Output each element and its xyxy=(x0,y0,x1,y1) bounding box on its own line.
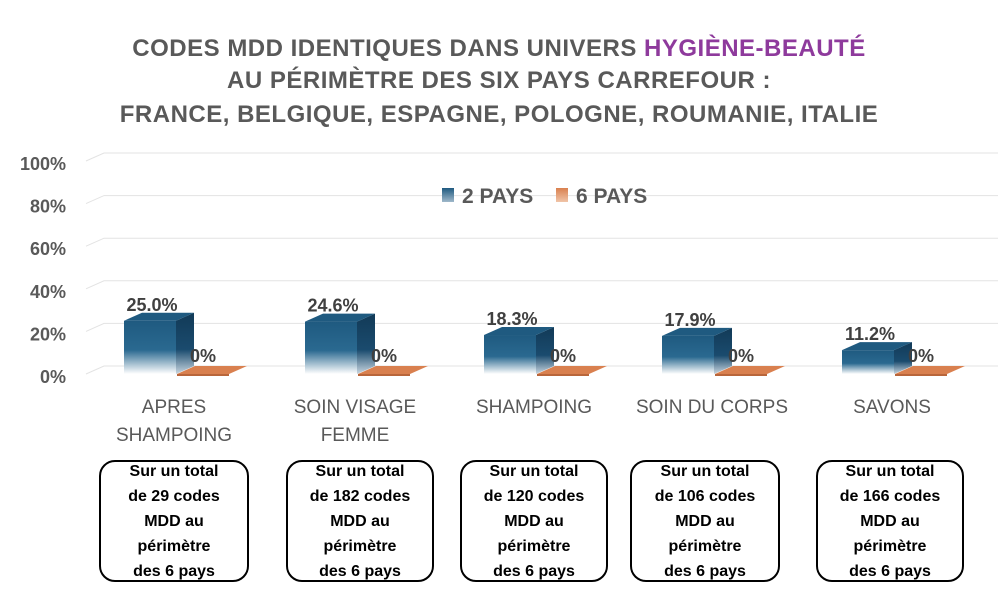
legend-label-2-pays: 2 PAYS xyxy=(462,185,533,208)
title-text: CODES MDD IDENTIQUES DANS UNIVERS xyxy=(132,35,644,62)
title-highlight: HYGIÈNE-BEAUTÉ xyxy=(644,34,866,62)
category-label: SOIN VISAGE FEMME xyxy=(294,397,416,446)
chart-title-line-1: CODES MDD IDENTIQUES DANS UNIVERS HYGIÈN… xyxy=(132,34,865,62)
value-label-6-pays: 0% xyxy=(550,346,576,366)
note-box: Sur un total de 106 codes MDD au périmètre d… xyxy=(630,460,780,582)
bar-6-pays xyxy=(358,366,428,376)
category-label: APRES SHAMPOING xyxy=(116,397,232,446)
note-text: Sur un total de 166 codes MDD au périmètre d… xyxy=(839,462,941,580)
bar-2-pays xyxy=(842,342,912,374)
note-box: Sur un total de 29 codes MDD au périmètre de… xyxy=(99,460,249,582)
y-tick-label: 40% xyxy=(30,282,66,302)
y-tick-label: 20% xyxy=(30,324,66,344)
note-text: Sur un total de 29 codes MDD au périmètre de… xyxy=(128,462,220,580)
gridline xyxy=(85,322,998,332)
y-tick-label: 60% xyxy=(30,239,66,259)
category-label: SHAMPOING xyxy=(476,397,592,418)
bar-6-pays xyxy=(895,366,965,376)
legend-label-6-pays: 6 PAYS xyxy=(576,185,647,208)
gridline xyxy=(85,195,998,205)
value-label-2-pays: 11.2% xyxy=(845,324,895,344)
note-text: Sur un total de 120 codes MDD au périmètre d… xyxy=(483,462,585,580)
value-label-2-pays: 24.6% xyxy=(307,296,358,316)
bar-2-pays xyxy=(484,327,554,374)
gridline xyxy=(85,152,998,162)
chart-title-line-2: AU PÉRIMÈTRE DES SIX PAYS CARREFOUR : xyxy=(227,66,771,94)
category-label: SAVONS xyxy=(853,397,931,418)
bar-6-pays xyxy=(537,366,607,376)
value-label-6-pays: 0% xyxy=(908,346,934,366)
value-label-6-pays: 0% xyxy=(190,346,216,366)
gridline xyxy=(85,237,998,247)
note-text: Sur un total de 182 codes MDD au périmètre d… xyxy=(309,462,411,580)
y-tick-label: 0% xyxy=(40,367,66,387)
category-label: SOIN DU CORPS xyxy=(636,397,788,418)
bar-2-pays xyxy=(305,313,375,374)
y-tick-label: 80% xyxy=(30,197,66,217)
chart-title-line-3: FRANCE, BELGIQUE, ESPAGNE, POLOGNE, ROUM… xyxy=(120,101,879,128)
gridline xyxy=(85,280,998,290)
note-box: Sur un total de 120 codes MDD au périmètre d… xyxy=(460,460,608,582)
bars: 25.0% 0% 24.6% 0% 18.3% 0% 17.9% 0% 11.2% 0% xyxy=(124,295,965,376)
y-tick-label: 100% xyxy=(20,154,66,174)
legend-swatch-2-pays xyxy=(442,188,454,202)
note-box: Sur un total de 182 codes MDD au périmètre d… xyxy=(286,460,434,582)
value-label-2-pays: 25.0% xyxy=(126,295,177,315)
note-text: Sur un total de 106 codes MDD au périmètre d… xyxy=(654,462,756,580)
bar-6-pays xyxy=(177,366,247,376)
y-axis: 0% 20% 40% 60% 80% 100% xyxy=(20,154,66,387)
legend: 2 PAYS 6 PAYS xyxy=(442,185,647,208)
bar-2-pays xyxy=(124,312,194,374)
legend-swatch-6-pays xyxy=(556,188,568,202)
value-label-2-pays: 18.3% xyxy=(486,309,537,329)
bar-2-pays xyxy=(662,327,732,374)
value-label-6-pays: 0% xyxy=(371,346,397,366)
bar-6-pays xyxy=(715,366,785,376)
category-labels: APRES SHAMPOING SOIN VISAGE FEMME SHAMPOING S… xyxy=(116,397,931,446)
value-label-2-pays: 17.9% xyxy=(664,310,715,330)
note-box: Sur un total de 166 codes MDD au périmètre d… xyxy=(816,460,964,582)
value-label-6-pays: 0% xyxy=(728,346,754,366)
